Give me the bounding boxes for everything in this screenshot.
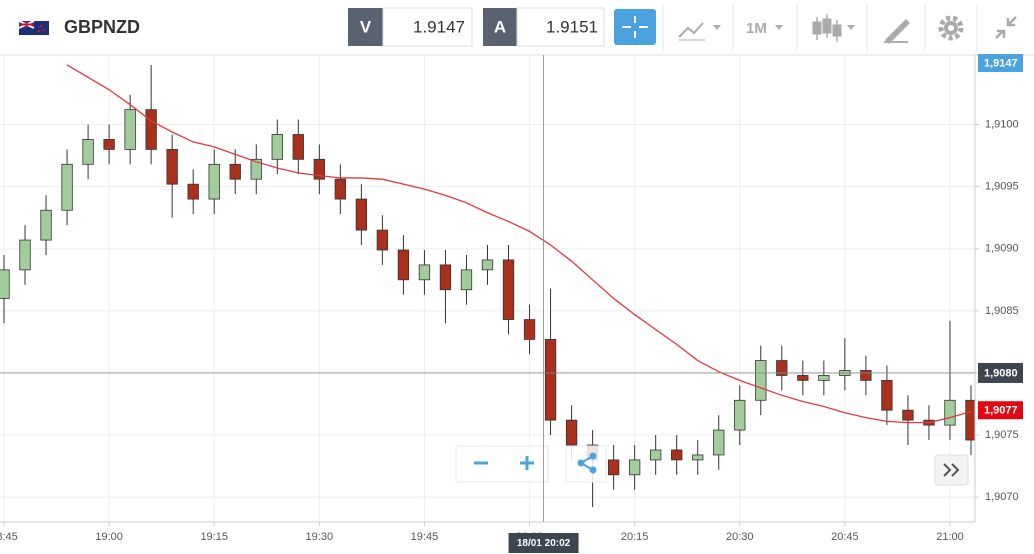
candle-body	[965, 399, 975, 441]
candle-body	[19, 239, 31, 271]
x-tick-label: 18:45	[0, 531, 18, 543]
candle-body	[481, 259, 494, 271]
candle-body	[229, 163, 241, 180]
x-tick-label: 19:00	[95, 531, 123, 543]
settings-button[interactable]	[938, 15, 964, 41]
y-tick-label: 1,9075	[985, 429, 1019, 441]
candle-body	[355, 198, 368, 231]
candle-body	[103, 139, 115, 150]
candle-body	[671, 449, 683, 461]
ask-value: 1.9151	[546, 17, 598, 36]
candle-body	[61, 163, 73, 211]
candle-body	[313, 158, 325, 180]
y-tick-label: 1,9100	[985, 118, 1019, 130]
ask-box[interactable]	[516, 7, 605, 47]
price-badge-label: 1,9147	[984, 57, 1018, 69]
candle-body	[145, 109, 157, 150]
bid-tag	[348, 8, 383, 46]
share-button[interactable]	[565, 445, 607, 483]
candle-body	[250, 158, 262, 180]
x-tick-label: 19:30	[306, 531, 334, 543]
y-tick-label: 1,9085	[985, 305, 1019, 317]
x-tick-label: 19:45	[411, 531, 439, 543]
crosshair-button[interactable]	[614, 9, 656, 45]
candle-body	[397, 249, 410, 281]
candle-body	[502, 259, 515, 320]
chart-type-button[interactable]	[678, 22, 721, 41]
candle-body	[523, 319, 536, 340]
crosshair-price-label: 1,9080	[984, 367, 1018, 379]
candle-body	[376, 229, 389, 251]
candle-body	[713, 429, 725, 456]
price-badge	[978, 54, 1023, 72]
x-tick-label: 20:45	[831, 531, 859, 543]
candle-body	[187, 183, 199, 200]
candle-body	[818, 375, 830, 381]
candle-body	[902, 409, 914, 421]
candle-body	[881, 380, 893, 411]
candle-body	[628, 459, 641, 476]
ask-label: A	[494, 17, 506, 36]
candle-body	[797, 375, 809, 381]
candle-body	[418, 264, 431, 281]
candle-body	[271, 134, 283, 160]
bid-box[interactable]	[382, 7, 473, 47]
candle-body	[755, 360, 767, 401]
candle-body	[0, 269, 10, 299]
candle-body	[40, 209, 52, 241]
compress-button[interactable]	[995, 16, 1017, 39]
candle-body	[166, 148, 178, 185]
candle-body	[692, 454, 704, 461]
candle-body	[860, 370, 872, 381]
candle-body	[607, 459, 620, 476]
timeframe[interactable]: 1M	[746, 20, 767, 37]
timeframe-arrow	[775, 25, 783, 30]
header: GBPNZD V 1.9147 A 1.9151 1M	[0, 0, 1034, 56]
ask-tag	[483, 8, 517, 46]
candle-body	[565, 419, 578, 446]
candle-body	[944, 399, 956, 426]
candle-body	[776, 360, 788, 376]
price-badge-label: 1,9077	[984, 405, 1018, 417]
candle-body	[460, 269, 473, 291]
draw-button[interactable]	[884, 19, 910, 44]
candle-body	[544, 339, 557, 421]
candle-body	[208, 163, 220, 200]
scroll-end-button[interactable]	[934, 454, 969, 486]
candle-type-button[interactable]	[812, 14, 855, 42]
candle-body	[439, 264, 452, 291]
x-tick-label: 21:00	[936, 531, 964, 543]
candle-body	[734, 399, 746, 431]
symbol: GBPNZD	[64, 17, 140, 37]
zoom-box	[455, 445, 549, 483]
crosshair-price-box	[978, 362, 1023, 383]
bid-label: V	[360, 17, 372, 36]
candle-body	[334, 178, 347, 200]
zoom-controls	[455, 445, 969, 486]
bid-value: 1.9147	[413, 17, 465, 36]
crosshair-time-label: 18/01 20:02	[517, 538, 571, 549]
y-tick-label: 1,9070	[985, 491, 1019, 503]
candle-body	[82, 139, 94, 165]
price-badge	[978, 401, 1023, 420]
x-tick-label: 20:30	[726, 531, 754, 543]
y-tick-label: 1,9095	[985, 181, 1019, 193]
zoom-in[interactable]	[520, 456, 534, 470]
x-tick-label: 20:15	[621, 531, 649, 543]
moving-average-line	[66, 64, 972, 424]
candle-body	[292, 134, 304, 160]
y-tick-label: 1,9090	[985, 243, 1019, 255]
candle-body	[650, 449, 662, 461]
x-tick-label: 19:15	[200, 531, 228, 543]
flag	[18, 20, 49, 35]
candle-body	[124, 109, 136, 150]
crosshair-time-box	[508, 533, 579, 553]
